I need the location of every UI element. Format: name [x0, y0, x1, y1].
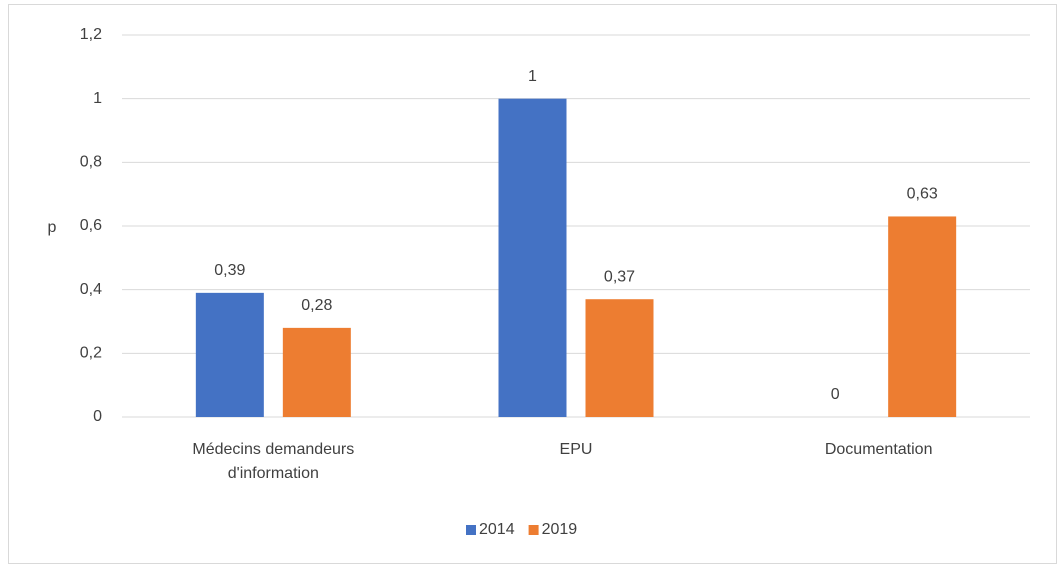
- x-tick-label: EPU: [559, 441, 593, 458]
- x-tick-label: Documentation: [824, 441, 933, 458]
- data-label: 0,28: [301, 297, 332, 314]
- y-tick-label: 0,4: [80, 281, 102, 298]
- legend-label: 2019: [542, 521, 578, 538]
- bar: [888, 216, 957, 417]
- data-label: 1: [528, 68, 537, 85]
- bar: [585, 299, 654, 417]
- legend-swatch: [528, 525, 539, 535]
- y-tick-label: 1,2: [80, 26, 102, 43]
- y-tick-label: 0: [93, 408, 102, 425]
- chart-border: [8, 4, 1057, 564]
- bar: [498, 98, 567, 418]
- y-tick-label: 0,6: [80, 217, 102, 234]
- y-tick-label: 1: [93, 90, 102, 107]
- data-label: 0,39: [214, 262, 245, 279]
- bar: [195, 292, 264, 417]
- y-tick-label: 0,8: [80, 154, 102, 171]
- data-label: 0,37: [604, 268, 635, 285]
- data-label: 0,63: [907, 186, 938, 203]
- x-tick-label: Médecins demandeurs d'information: [192, 441, 355, 482]
- legend-label: 2014: [479, 521, 515, 538]
- y-tick-label: 0,2: [80, 345, 102, 362]
- data-label: 0: [831, 386, 840, 403]
- bar: [282, 327, 351, 417]
- y-axis-label: p: [48, 219, 57, 236]
- legend-swatch: [466, 525, 476, 535]
